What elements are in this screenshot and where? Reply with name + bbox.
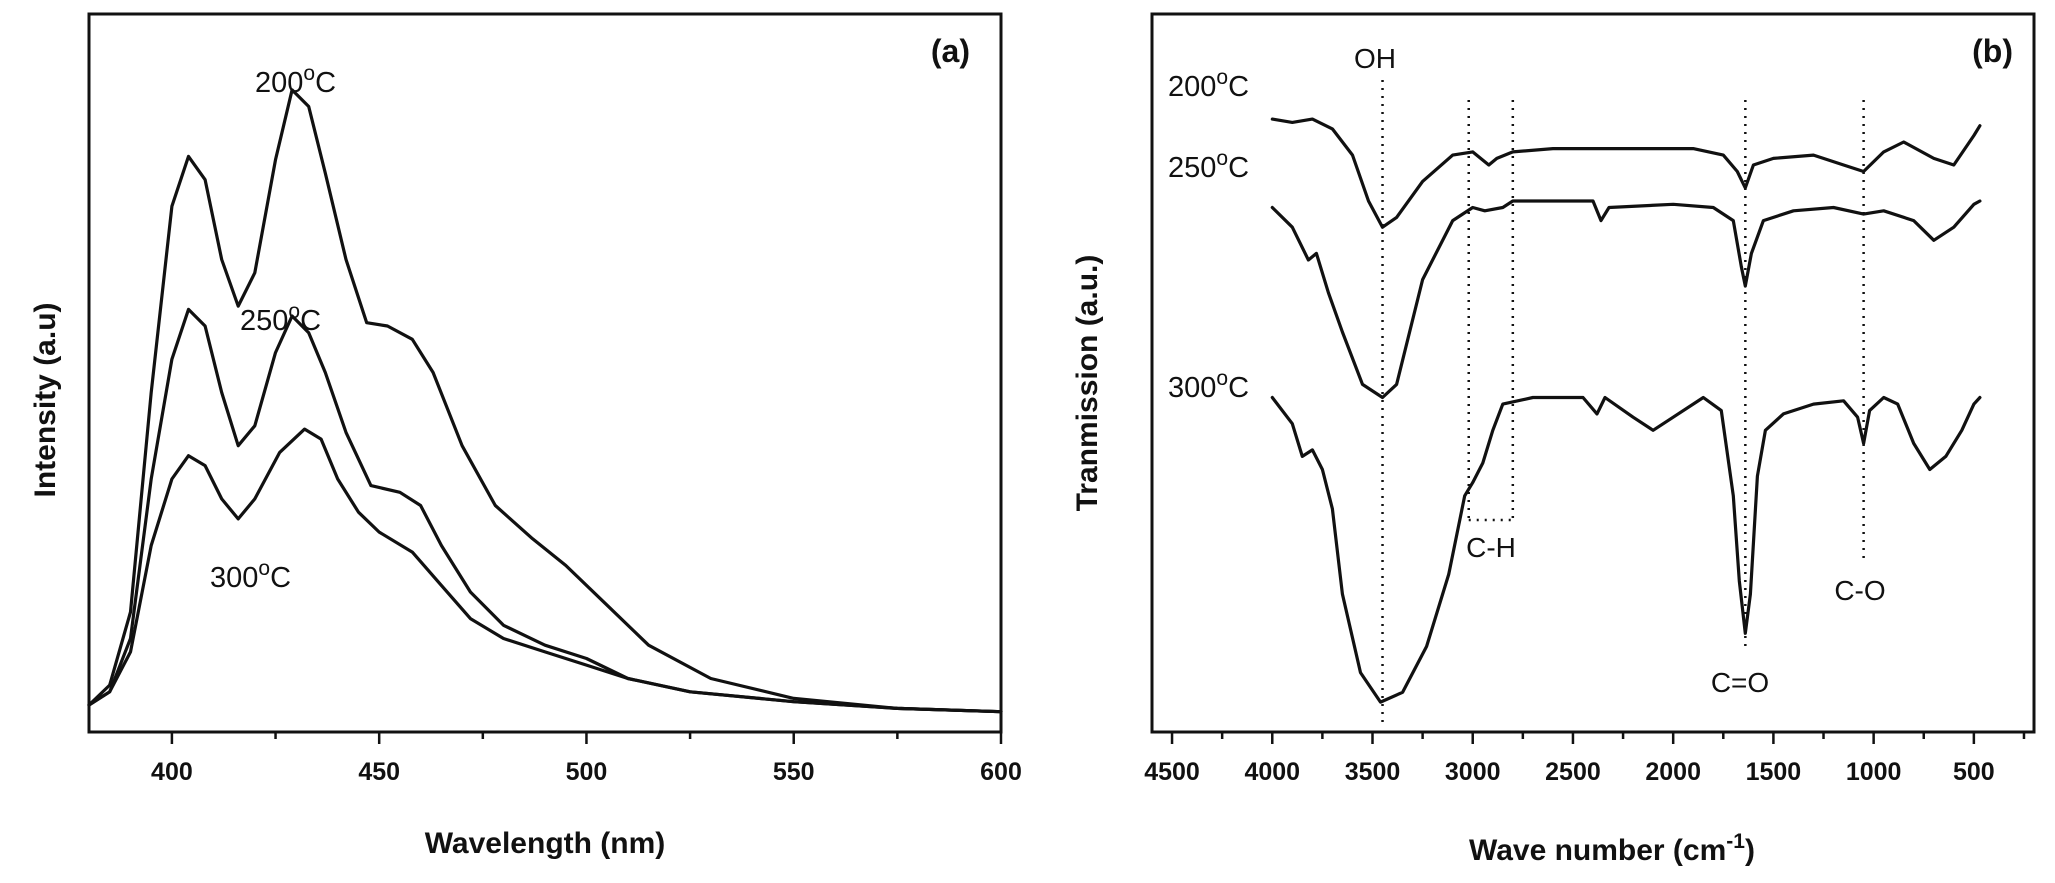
panel-b-annotation-co-double: C=O [1711,667,1769,698]
panel-b-x-tick-label: 4000 [1244,758,1300,786]
panel-b-x-tick-label: 500 [1953,758,1995,786]
panel-a-x-tick-label: 500 [566,758,608,786]
panel-a-chart: 400 450 500 550 600 (a) Wavelength (nm) Inte… [29,12,1022,860]
panel-b-x-tick-label: 2000 [1645,758,1701,786]
panel-b-annotation-oh: OH [1354,43,1396,74]
panel-b-curves [1270,117,1982,704]
panel-b-letter: (b) [1972,33,2013,69]
panel-b-x-tick-label: 3500 [1345,758,1401,786]
panel-a-series-line-250 [87,307,1003,714]
panel-b-chart: 4500 4000 3500 3000 2500 2000 1500 1000 500 (b) … [1071,12,2036,867]
panel-b-series-label-300: 300oC [1168,367,1249,404]
panel-b-annotation-ch: C-H [1466,532,1516,563]
panel-a-series-line-300 [87,427,1003,714]
panel-a-letter: (a) [931,33,970,69]
panel-b-series-line-300 [1270,395,1982,704]
panel-a-curves [87,88,1003,714]
panel-b-annotation-lines [1381,80,1865,722]
panel-a-series-label-300: 300oC [210,557,291,594]
panel-a-series-label-200: 200oC [255,62,336,99]
panel-a-x-tick-label: 450 [358,758,400,786]
panel-a-plot-frame [87,12,1003,734]
panel-b-series-label-200: 200oC [1168,66,1249,103]
panel-a-series-line-200 [87,88,1003,714]
panel-a-y-axis-title: Intensity (a.u) [29,302,62,497]
panel-b-annotation-co-single: C-O [1834,575,1885,606]
panel-b-x-tick-label: 3000 [1445,758,1501,786]
panel-b-x-axis-title: Wave number (cm-1) [1469,830,1755,867]
panel-b-x-tick-label: 4500 [1144,758,1200,786]
panel-b-x-ticks: 4500 4000 3500 3000 2500 2000 1500 1000 500 [1144,732,2026,786]
panel-b-plot-frame [1150,12,2036,734]
panel-b-y-axis-title: Tranmission (a.u.) [1071,255,1104,512]
panel-b-series-line-250 [1270,199,1982,400]
panel-a-x-tick-label: 550 [773,758,815,786]
panel-b-x-tick-label: 2500 [1545,758,1601,786]
panel-a-x-tick-label: 600 [980,758,1022,786]
panel-b-series-line-200 [1270,117,1982,229]
panel-a-x-tick-label: 400 [151,758,193,786]
panel-a-x-ticks: 400 450 500 550 600 [151,732,1022,786]
panel-a-x-axis-title: Wavelength (nm) [425,827,666,860]
panel-b-x-tick-label: 1000 [1846,758,1902,786]
panel-b-series-label-250: 250oC [1168,147,1249,184]
panel-a-series-label-250: 250oC [240,300,321,337]
panel-b-x-tick-label: 1500 [1746,758,1802,786]
